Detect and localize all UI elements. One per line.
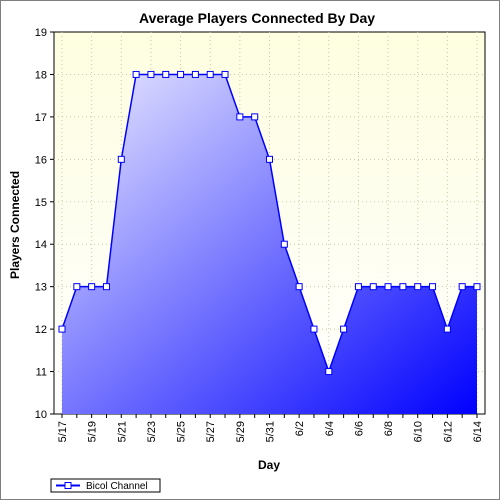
x-axis-ticks: 5/17 5/19 5/21 5/23 5/25 5/27 5/29 5/31 6/2 6/4 6/…	[57, 414, 484, 442]
x-tick-label: 6/2	[294, 421, 306, 436]
data-point-marker	[354, 283, 362, 291]
data-point-marker	[266, 155, 273, 163]
legend-box	[50, 478, 161, 493]
y-tick-label: 13	[35, 282, 47, 294]
x-tick-label: 6/12	[442, 421, 454, 442]
data-point-marker	[295, 283, 303, 291]
data-point-marker	[177, 70, 185, 78]
data-point-marker	[384, 283, 392, 291]
x-tick-label: 5/31	[265, 421, 277, 442]
data-point-marker	[251, 113, 259, 121]
x-tick-label: 5/19	[87, 421, 99, 442]
data-point-marker	[280, 240, 288, 248]
data-point-marker	[162, 70, 170, 78]
x-tick-label: 5/21	[116, 421, 128, 442]
x-axis-title: Day	[258, 458, 280, 472]
data-point-marker	[147, 70, 155, 78]
x-tick-label: 6/14	[472, 421, 484, 442]
x-tick-label: 5/23	[146, 421, 158, 442]
data-point-marker	[58, 325, 66, 333]
x-tick-label: 5/29	[235, 421, 247, 442]
data-point-marker	[399, 283, 407, 291]
data-point-marker	[206, 70, 214, 78]
y-tick-label: 19	[35, 27, 47, 39]
data-point-marker	[221, 70, 229, 78]
data-point-marker	[325, 368, 333, 376]
data-point-marker	[132, 70, 140, 78]
data-point-marker	[473, 283, 481, 291]
data-point-marker	[191, 70, 199, 78]
data-point-marker	[102, 283, 110, 291]
y-tick-label: 11	[36, 367, 47, 379]
series-area	[62, 74, 477, 414]
data-point-marker	[310, 325, 318, 333]
data-point-marker	[429, 283, 437, 291]
y-axis-ticks: 10 11 12 13 14 15 16 17 18 19	[35, 27, 54, 421]
legend: Bicol Channel	[50, 478, 161, 493]
x-tick-label: 6/4	[324, 421, 336, 436]
y-tick-label: 14	[35, 239, 47, 251]
x-tick-label: 5/17	[57, 421, 69, 442]
chart-title: Average Players Connected By Day	[139, 10, 375, 26]
x-tick-label: 5/25	[176, 421, 188, 442]
data-point-marker	[236, 113, 244, 121]
data-point-marker	[340, 325, 348, 333]
y-tick-label: 17	[35, 112, 47, 124]
data-point-marker	[458, 283, 466, 291]
y-tick-label: 16	[35, 154, 47, 166]
y-tick-label: 15	[35, 197, 47, 209]
data-point-marker	[117, 155, 125, 163]
y-axis-title: Players Connected	[8, 171, 22, 279]
y-tick-label: 10	[35, 409, 47, 421]
series-area-fill	[62, 74, 477, 414]
data-point-marker	[73, 283, 81, 291]
x-tick-label: 6/8	[383, 421, 395, 436]
y-tick-label: 18	[35, 69, 47, 81]
data-point-marker	[88, 283, 96, 291]
data-point-marker	[369, 283, 377, 291]
legend-label: Bicol Channel	[86, 481, 148, 492]
x-tick-label: 6/10	[413, 421, 425, 442]
series-markers	[58, 70, 481, 376]
legend-swatch-marker	[64, 482, 72, 489]
data-point-marker	[414, 283, 422, 291]
data-point-marker	[443, 325, 451, 333]
x-tick-label: 5/27	[205, 421, 217, 442]
y-tick-label: 12	[35, 324, 47, 336]
x-tick-label: 6/6	[353, 421, 365, 436]
